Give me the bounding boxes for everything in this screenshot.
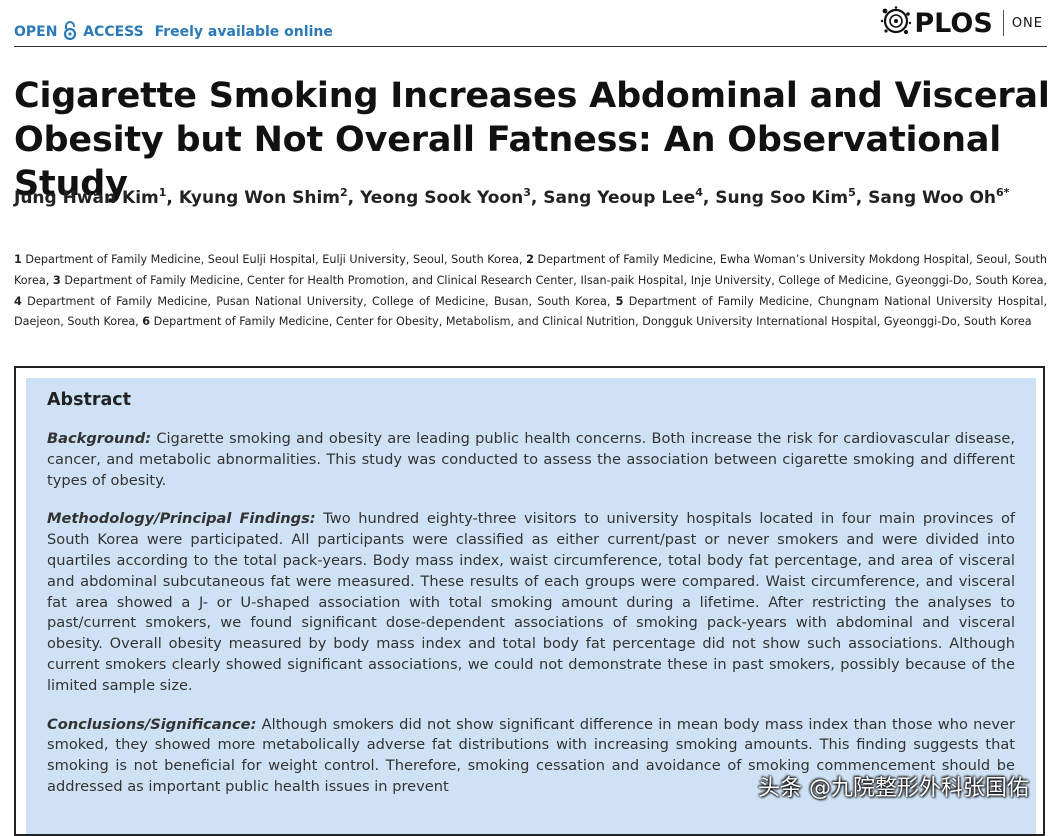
author-separator: ,	[702, 188, 716, 208]
background-label: Background:	[47, 430, 152, 447]
open-label: OPEN	[14, 24, 58, 40]
abstract-box: Abstract Background: Cigarette smoking a…	[14, 366, 1045, 836]
plos-wordmark: PLOS	[914, 7, 993, 39]
author-separator: ,	[530, 188, 544, 208]
conclusions-label: Conclusions/Significance:	[47, 715, 257, 733]
affiliation-number: 5	[615, 294, 624, 308]
abstract-background: Background: Cigarette smoking and obesit…	[47, 429, 1015, 491]
background-text: Cigarette smoking and obesity are leadin…	[47, 430, 1015, 489]
author-affiliation-marker: 4	[695, 186, 703, 199]
affiliation-list: 1 Department of Family Medicine, Seoul E…	[14, 250, 1047, 333]
conclusions-text: Although smokers did not show significan…	[47, 715, 1015, 795]
author-affiliation-marker: 5	[848, 186, 856, 199]
abstract-panel: Abstract Background: Cigarette smoking a…	[26, 378, 1036, 834]
abstract-methods: Methodology/Principal Findings: Two hund…	[47, 509, 1015, 696]
affiliation-number: 3	[52, 273, 61, 287]
affiliation-number: 6	[142, 315, 151, 329]
abstract-heading: Abstract	[47, 390, 132, 410]
author-name[interactable]: Sang Woo Oh	[868, 188, 997, 208]
plos-one-logo[interactable]: PLOS ONE	[880, 4, 1043, 42]
freely-available-label: Freely available online	[154, 24, 333, 40]
open-access-badge[interactable]: OPEN ACCESS Freely available online	[14, 20, 333, 44]
author-affiliation-marker: 6*	[996, 186, 1010, 199]
affiliation-number: 1	[14, 253, 22, 266]
author-separator: ,	[855, 188, 869, 208]
methods-text: Two hundred eighty-three visitors to uni…	[47, 510, 1016, 694]
affiliation-number: 2	[526, 253, 534, 266]
author-separator: ,	[166, 188, 179, 208]
access-label: ACCESS	[83, 24, 144, 40]
affiliation-text: Department of Family Medicine, Ewha Woma…	[14, 253, 1047, 287]
abstract-conclusions: Conclusions/Significance: Although smoke…	[47, 715, 1015, 798]
affiliation-number: 4	[14, 294, 22, 308]
one-wordmark: ONE	[1011, 15, 1043, 31]
affiliation-text: Department of Family Medicine, Center fo…	[60, 273, 1047, 287]
affiliation-text: Department of Family Medicine, Seoul Eul…	[21, 253, 527, 266]
affiliation-text: Department of Family Medicine, Chungnam …	[14, 294, 1047, 329]
plos-logo-icon	[880, 5, 912, 41]
open-access-lock-icon	[63, 20, 77, 44]
header-rule	[14, 46, 1047, 47]
author-affiliation-marker: 1	[158, 186, 167, 199]
author-name[interactable]: Jung Hwan Kim	[14, 188, 159, 208]
author-name[interactable]: Yeong Sook Yoon	[360, 188, 524, 208]
author-affiliation-marker: 2	[340, 186, 348, 199]
watermark-overlay: 头条 @九院整形外科张国佑	[758, 776, 1029, 801]
author-affiliation-marker: 3	[523, 186, 531, 199]
affiliation-text: Department of Family Medicine, Center fo…	[150, 315, 1032, 329]
author-list: Jung Hwan Kim1, Kyung Won Shim2, Yeong S…	[14, 184, 1034, 213]
journal-header: OPEN ACCESS Freely available online	[14, 0, 1047, 46]
author-name[interactable]: Sang Yeoup Lee	[543, 188, 696, 208]
logo-divider	[1002, 10, 1004, 36]
article-title: Cigarette Smoking Increases Abdominal an…	[14, 76, 1050, 204]
author-name[interactable]: Kyung Won Shim	[178, 188, 341, 208]
methods-label: Methodology/Principal Findings:	[47, 510, 316, 528]
author-separator: ,	[347, 188, 361, 208]
author-name[interactable]: Sung Soo Kim	[715, 188, 849, 208]
affiliation-text: Department of Family Medicine, Pusan Nat…	[21, 294, 616, 308]
